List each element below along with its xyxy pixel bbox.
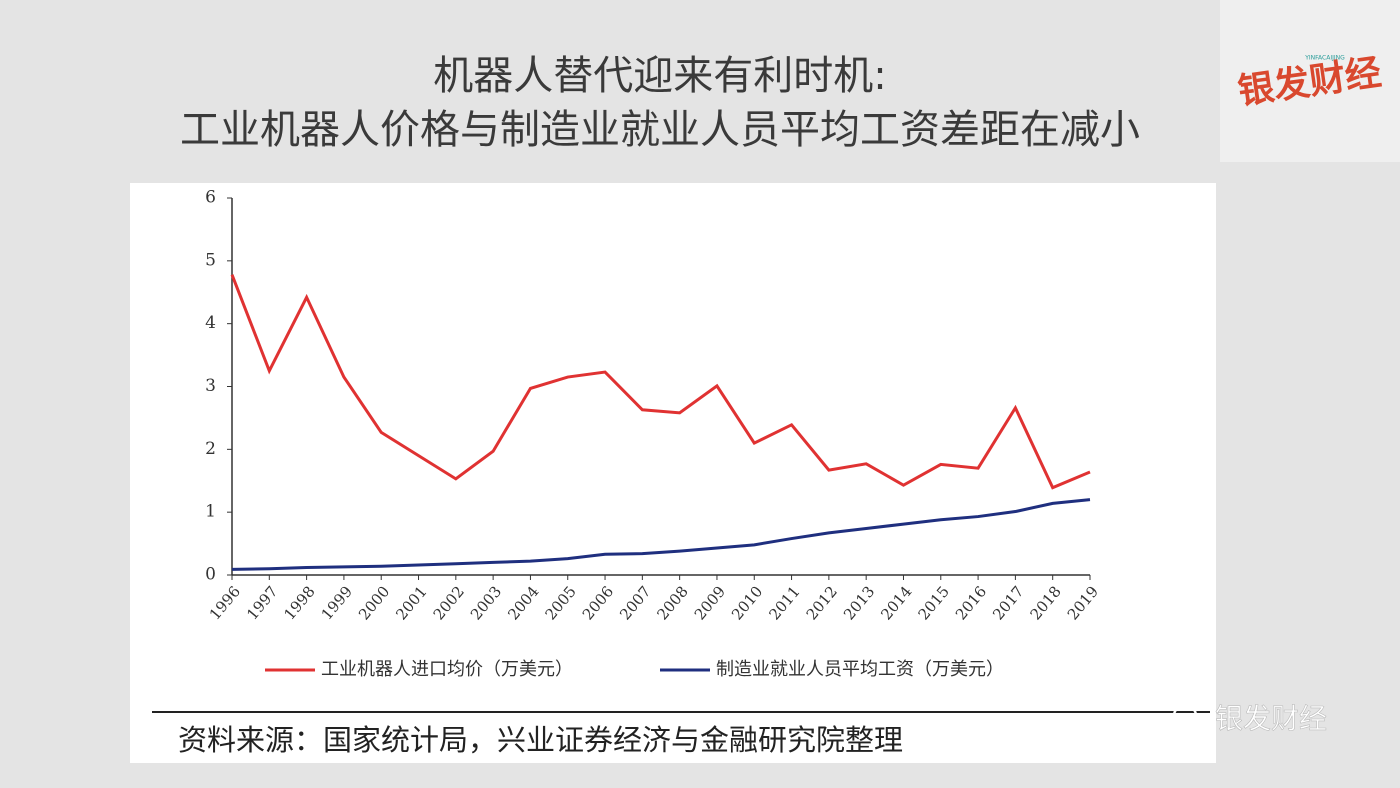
series-line (231, 498, 1091, 571)
series-line (230, 274, 1091, 490)
y-tick-label: 0 (205, 565, 216, 585)
logo-box (1220, 0, 1400, 162)
legend-label: 工业机器人进口均价（万美元） (321, 659, 573, 680)
watermark: 银发财经 (1215, 702, 1327, 735)
wechat-icon (1188, 715, 1210, 737)
y-tick-label: 3 (205, 376, 216, 396)
source: 资料来源：国家统计局，兴业证券经济与金融研究院整理 (178, 723, 903, 757)
wechat-icon (1172, 703, 1198, 729)
chart-title: 机器人替代迎来有利时机: (433, 53, 886, 99)
plot: 0123456199619971998199920002001200220032… (205, 188, 1102, 681)
legend-label: 制造业就业人员平均工资（万美元） (716, 659, 1004, 680)
y-tick-label: 5 (205, 250, 216, 270)
y-tick-label: 2 (205, 439, 216, 459)
y-tick-label: 1 (205, 502, 216, 522)
chart-panel (130, 183, 1216, 763)
logo-sub: YINFACAIJING (1304, 55, 1345, 62)
y-tick-label: 4 (205, 313, 216, 333)
y-tick-label: 6 (205, 188, 216, 208)
chart-subtitle: 工业机器人价格与制造业就业人员平均工资差距在减小 (180, 107, 1140, 153)
